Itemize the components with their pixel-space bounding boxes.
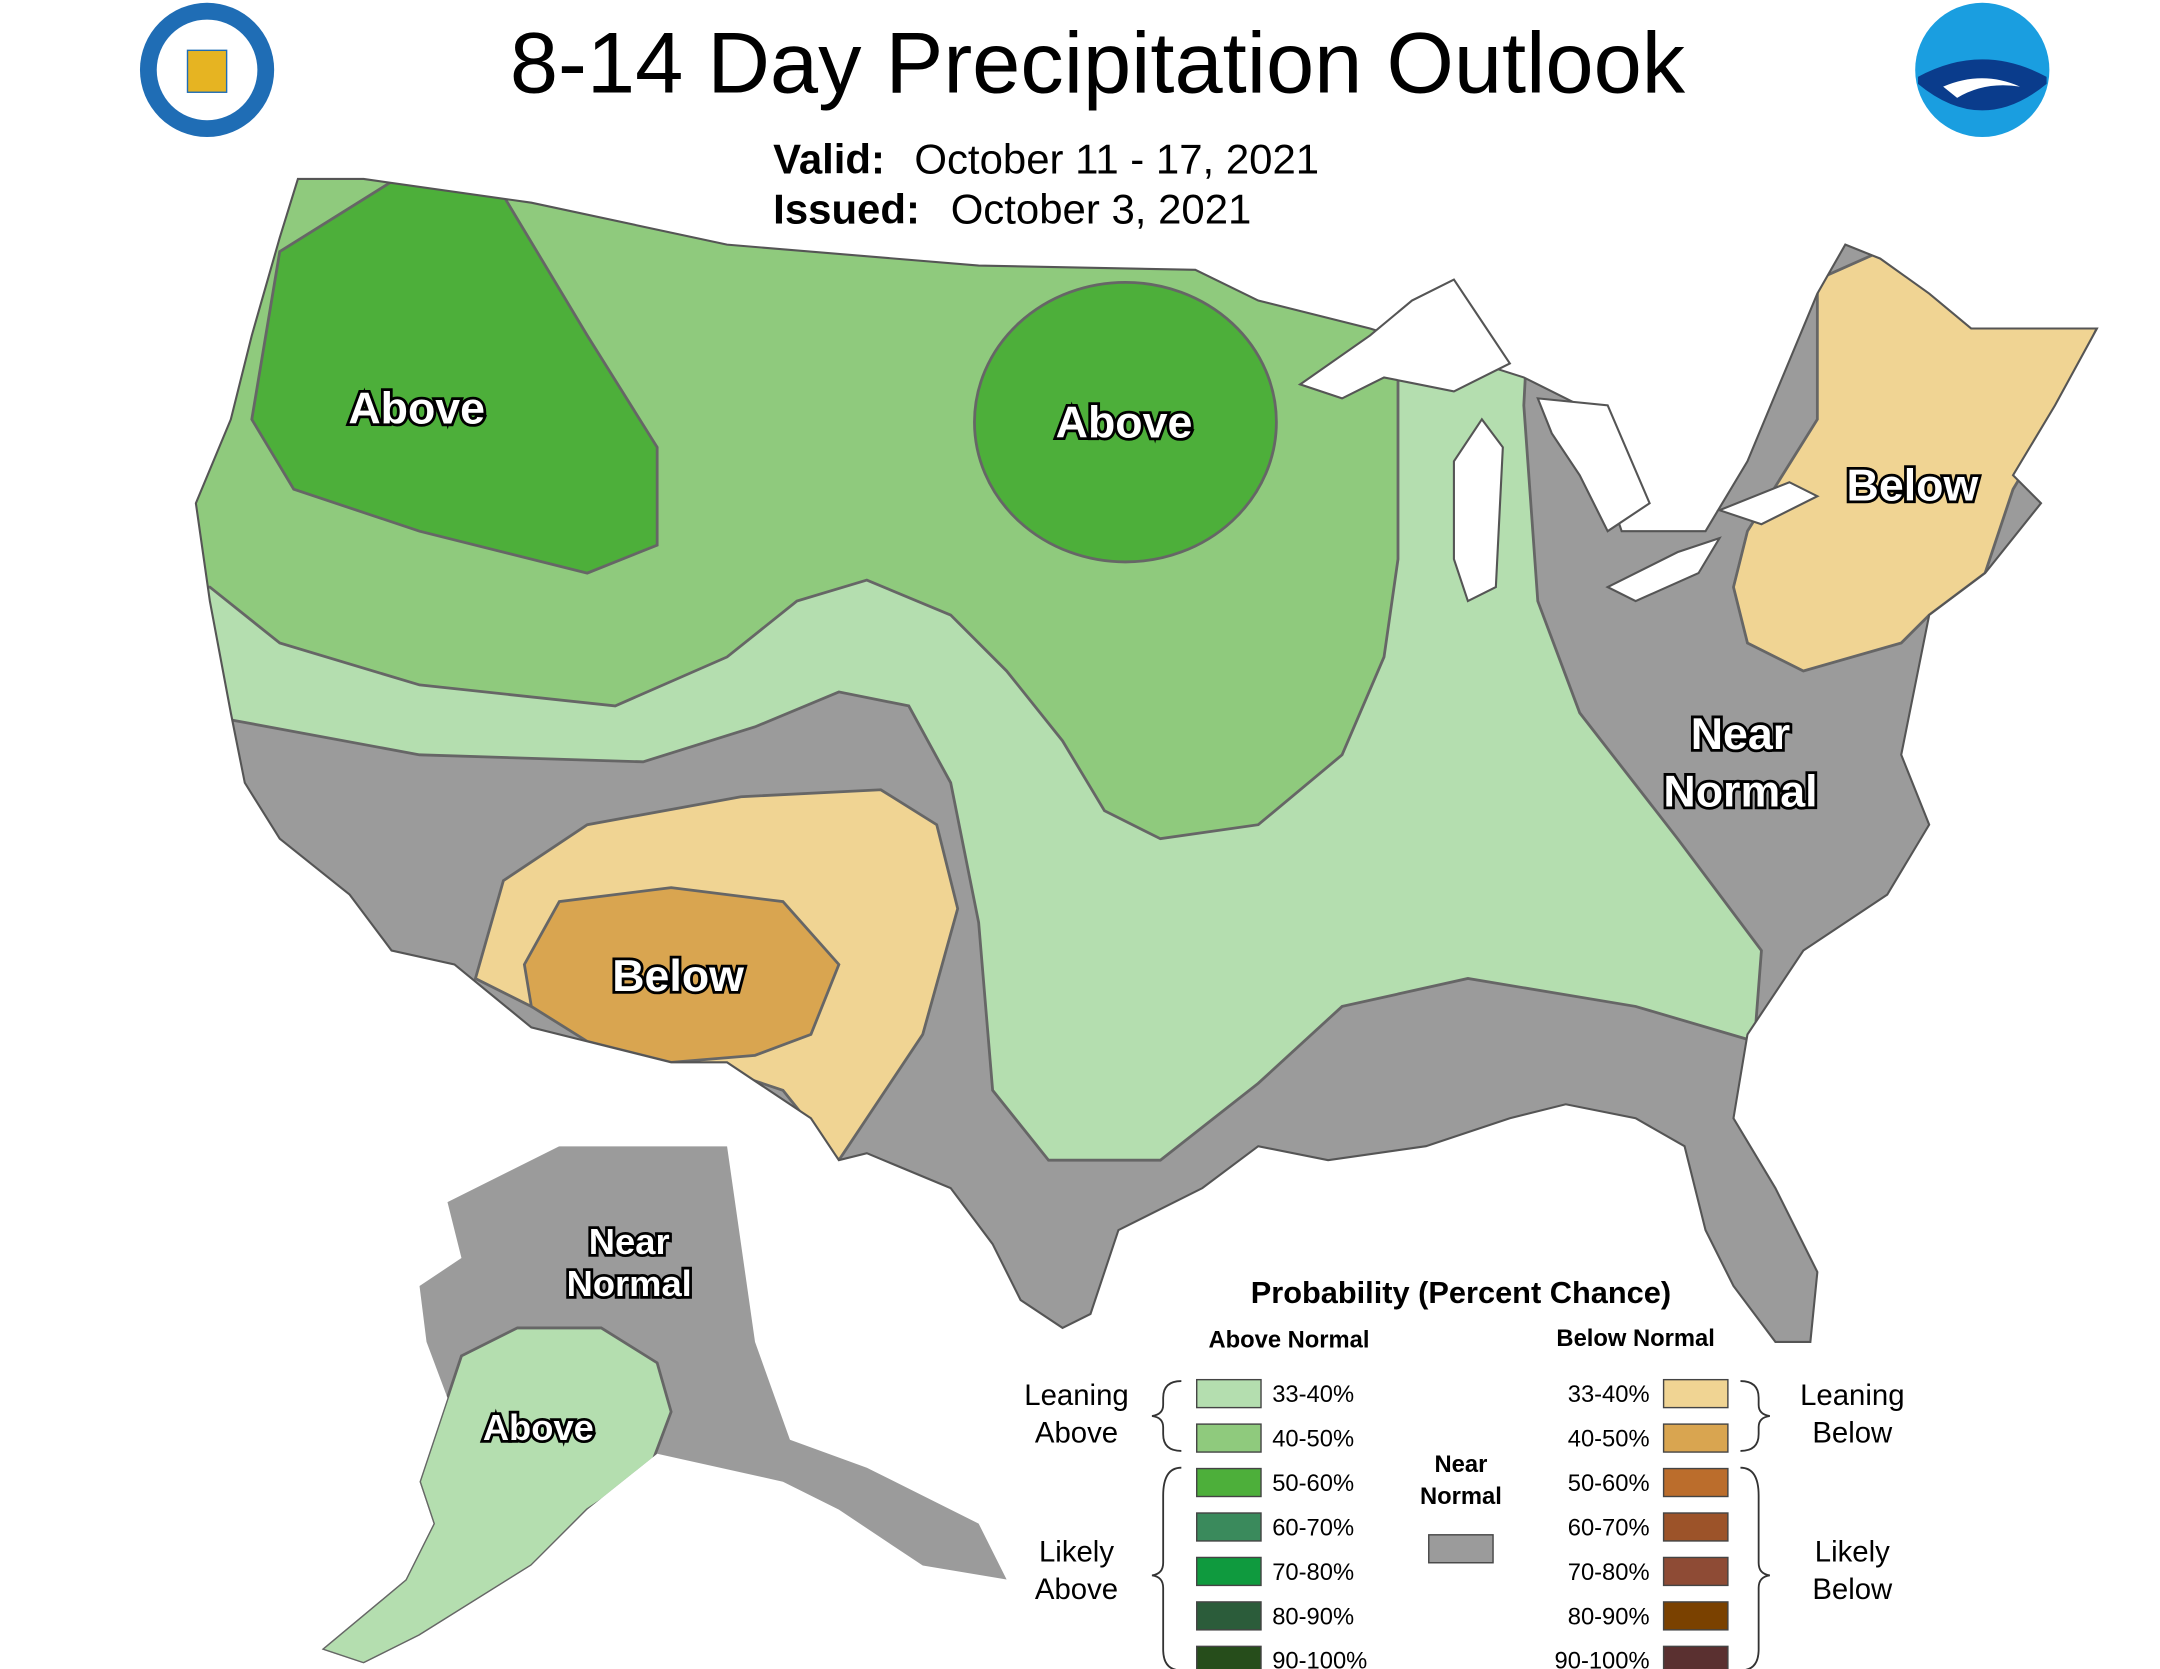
legend-swatch xyxy=(1196,1556,1262,1587)
legend-label: 70-80% xyxy=(1568,1559,1650,1586)
legend-swatch xyxy=(1662,1467,1729,1498)
issued-label: Issued: xyxy=(773,186,920,233)
legend-label: 50-60% xyxy=(1568,1470,1650,1497)
issued-date: October 3, 2021 xyxy=(951,186,1252,233)
legend-braces xyxy=(1151,1380,1770,1669)
legend-label: 60-70% xyxy=(1272,1514,1354,1541)
map-label: Below xyxy=(612,952,744,1001)
map-label: Above xyxy=(1056,399,1193,448)
legend-swatch xyxy=(1662,1423,1729,1453)
title: 8-14 Day Precipitation Outlook xyxy=(510,15,1686,111)
legend-group-label: Below xyxy=(1812,1417,1893,1450)
legend-swatch xyxy=(1196,1512,1262,1542)
legend-swatch xyxy=(1428,1534,1494,1564)
region xyxy=(973,280,1278,564)
legend-label: 33-40% xyxy=(1568,1381,1650,1408)
legend-group-label: Leaning xyxy=(1024,1379,1128,1412)
legend-group-label: Above xyxy=(1035,1417,1118,1450)
legend-header: Above Normal xyxy=(1208,1327,1369,1354)
legend-swatch xyxy=(1662,1378,1729,1409)
legend-near-label: Near xyxy=(1435,1451,1488,1478)
legend-swatch xyxy=(1196,1467,1262,1498)
legend: Probability (Percent Chance) Above Norma… xyxy=(1024,1275,1905,1669)
map-label: Below xyxy=(1847,461,1979,510)
legend-label: 90-100% xyxy=(1555,1648,1650,1669)
legend-group-label: Leaning xyxy=(1800,1379,1904,1412)
legend-label: 90-100% xyxy=(1272,1648,1367,1669)
alaska-regions xyxy=(321,1146,1007,1664)
map-label: Normal xyxy=(1663,768,1817,817)
map-label: Near xyxy=(1691,710,1790,759)
map-label: Above xyxy=(483,1407,594,1448)
commerce-seal xyxy=(139,2,275,137)
legend-group-label: Above xyxy=(1035,1573,1118,1606)
legend-swatch xyxy=(1196,1601,1262,1631)
legend-swatch xyxy=(1196,1378,1262,1409)
legend-group-label: Likely xyxy=(1039,1535,1114,1568)
legend-swatch xyxy=(1662,1556,1729,1587)
region xyxy=(522,886,841,1064)
legend-swatch xyxy=(1196,1423,1262,1453)
region xyxy=(321,1326,673,1664)
legend-header: Below Normal xyxy=(1556,1325,1714,1352)
map-label: Near xyxy=(589,1221,670,1262)
legend-label: 70-80% xyxy=(1272,1559,1354,1586)
noaa-logo xyxy=(1915,2,2050,137)
great-lakes xyxy=(1297,278,1820,603)
legend-swatch xyxy=(1196,1645,1262,1669)
legend-label: 50-60% xyxy=(1272,1470,1354,1497)
legend-label: 40-50% xyxy=(1568,1425,1650,1452)
legend-swatch xyxy=(1662,1645,1729,1669)
valid-label: Valid: xyxy=(773,135,885,182)
legend-label: 60-70% xyxy=(1568,1514,1650,1541)
map-label: Above xyxy=(348,385,485,434)
legend-label: 80-90% xyxy=(1568,1603,1650,1630)
valid-dates: October 11 - 17, 2021 xyxy=(914,135,1319,182)
legend-group-label: Below xyxy=(1812,1573,1893,1606)
legend-label: 33-40% xyxy=(1272,1381,1354,1408)
legend-title: Probability (Percent Chance) xyxy=(1251,1275,1671,1310)
legend-near-label: Normal xyxy=(1420,1483,1502,1510)
legend-label: 40-50% xyxy=(1272,1425,1354,1452)
map-label: Normal xyxy=(567,1263,692,1304)
legend-label: 80-90% xyxy=(1272,1603,1354,1630)
legend-group-label: Likely xyxy=(1815,1535,1890,1568)
legend-swatch xyxy=(1662,1601,1729,1631)
legend-swatch xyxy=(1662,1512,1729,1542)
